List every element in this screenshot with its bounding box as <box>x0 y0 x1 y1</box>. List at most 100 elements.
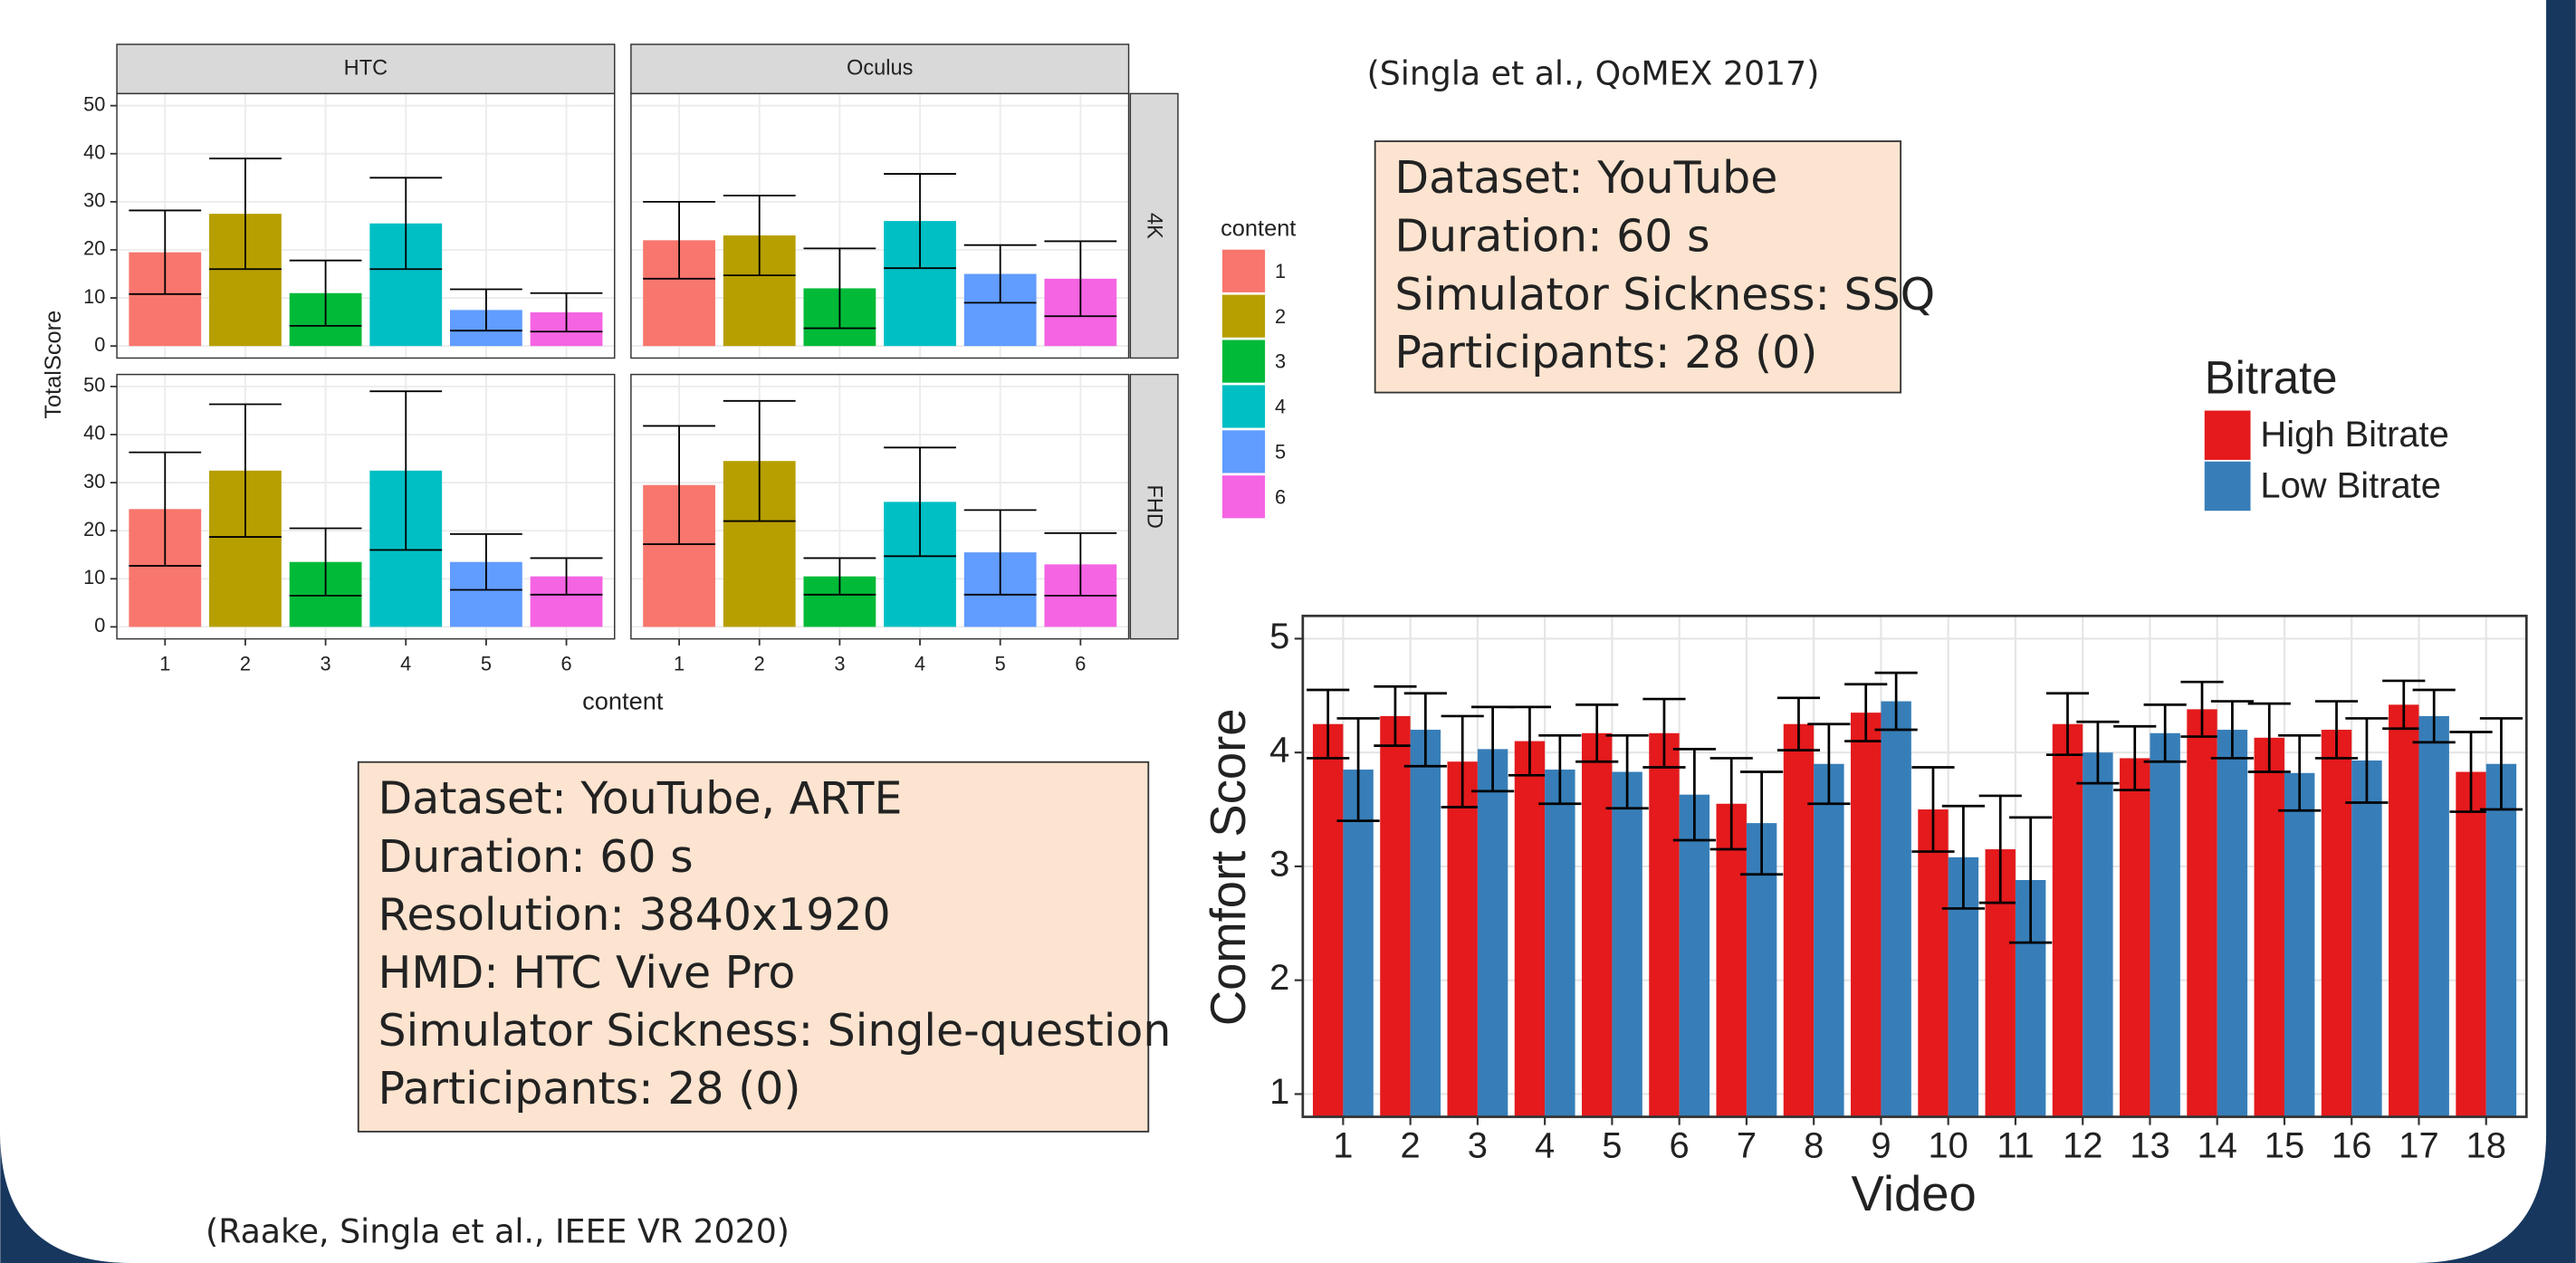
bar <box>1918 809 1949 1117</box>
info-line: Simulator Sickness: Single-question <box>378 1005 1172 1057</box>
x-tick-label: 3 <box>321 652 331 675</box>
x-tick-label: 2 <box>754 652 765 675</box>
x-tick-label: 6 <box>1670 1126 1690 1166</box>
strip-label: 4K <box>1144 213 1167 239</box>
info-box <box>1374 140 1902 394</box>
y-tick-label: 10 <box>83 566 105 588</box>
legend-swatch <box>1221 294 1266 338</box>
info-line: Duration: 60 s <box>378 831 694 883</box>
x-axis-label: Video <box>1852 1166 1977 1221</box>
bar <box>1581 732 1613 1117</box>
x-tick-label: 18 <box>2466 1126 2506 1166</box>
bar <box>1679 794 1710 1117</box>
y-tick-label: 0 <box>94 614 105 636</box>
y-tick-label: 4 <box>1269 731 1289 770</box>
y-tick-label: 10 <box>83 285 105 308</box>
frame-corner <box>0 1133 132 1263</box>
x-tick-label: 4 <box>1535 1126 1555 1166</box>
y-axis-label: Comfort Score <box>1201 708 1256 1026</box>
x-tick-label: 11 <box>1997 1126 2034 1166</box>
info-line: Duration: 60 s <box>1394 210 1709 262</box>
y-tick-label: 3 <box>1269 844 1289 884</box>
strip <box>1129 373 1179 640</box>
x-tick-label: 2 <box>1401 1126 1421 1166</box>
legend-label: 1 <box>1275 260 1286 282</box>
legend-title: Bitrate <box>2205 351 2338 403</box>
legend-swatch <box>2204 461 2251 512</box>
legend-swatch <box>1221 385 1266 428</box>
x-tick-label: 5 <box>995 652 1006 675</box>
x-tick-label: 3 <box>1468 1126 1488 1166</box>
bar <box>2389 704 2419 1117</box>
bar <box>1716 803 1747 1117</box>
info-line: HMD: HTC Vive Pro <box>378 947 796 999</box>
citation: (Singla et al., QoMEX 2017) <box>1367 53 1820 92</box>
bar <box>2254 737 2284 1117</box>
panel-border <box>630 373 1130 640</box>
x-axis-label: content <box>582 687 664 715</box>
legend-label: 6 <box>1275 485 1286 508</box>
panel-border <box>116 373 616 640</box>
bar <box>1649 732 1680 1117</box>
bar <box>2052 723 2083 1117</box>
x-tick-label: 4 <box>915 652 925 675</box>
bar <box>2485 763 2517 1117</box>
bar <box>2120 758 2150 1117</box>
x-tick-label: 7 <box>1737 1126 1757 1166</box>
bar <box>1312 723 1344 1117</box>
y-tick-label: 30 <box>83 470 105 493</box>
bar <box>2150 732 2180 1117</box>
info-line: Simulator Sickness: SSQ <box>1394 269 1935 321</box>
x-tick-label: 6 <box>560 652 571 675</box>
citation: (Raake, Singla et al., IEEE VR 2020) <box>206 1211 790 1250</box>
bar <box>1545 770 1575 1117</box>
x-tick-label: 1 <box>1333 1126 1353 1166</box>
bar <box>1410 730 1441 1117</box>
x-tick-label: 2 <box>240 652 251 675</box>
bar <box>2284 772 2315 1117</box>
strip-label: FHD <box>1144 484 1167 528</box>
strip <box>1129 92 1179 359</box>
y-tick-label: 40 <box>83 422 105 445</box>
x-tick-label: 1 <box>674 652 685 675</box>
bar <box>1514 741 1546 1117</box>
y-tick-label: 20 <box>83 518 105 541</box>
info-line: Resolution: 3840x1920 <box>378 889 891 941</box>
info-line: Participants: 28 (0) <box>1394 327 1817 378</box>
bar <box>1851 713 1882 1117</box>
x-tick-label: 1 <box>159 652 170 675</box>
x-tick-label: 15 <box>2265 1126 2304 1166</box>
bar <box>1343 770 1374 1117</box>
strip <box>630 43 1130 95</box>
x-tick-label: 9 <box>1871 1126 1891 1166</box>
panel-border <box>630 92 1130 359</box>
y-tick-label: 20 <box>83 237 105 260</box>
bar <box>2418 715 2449 1117</box>
panel-border <box>1301 614 2528 1118</box>
bar <box>1447 761 1478 1117</box>
strip <box>116 43 616 95</box>
bar <box>1612 771 1642 1117</box>
y-tick-label: 50 <box>83 374 105 397</box>
x-tick-label: 6 <box>1075 652 1086 675</box>
y-tick-label: 40 <box>83 141 105 164</box>
bar <box>2321 730 2352 1117</box>
legend-swatch <box>1221 430 1266 474</box>
y-axis-label: TotalScore <box>41 311 66 419</box>
panel-border <box>116 92 616 359</box>
legend-swatch <box>1221 249 1266 292</box>
x-tick-label: 16 <box>2332 1126 2371 1166</box>
x-tick-label: 13 <box>2130 1126 2169 1166</box>
legend-label: 3 <box>1275 350 1286 373</box>
bar <box>1814 763 1844 1117</box>
bar <box>1380 715 1411 1117</box>
x-tick-label: 12 <box>2063 1126 2102 1166</box>
bar <box>1783 723 1815 1117</box>
y-tick-label: 1 <box>1269 1072 1289 1112</box>
bar <box>2187 709 2217 1117</box>
strip-label: Oculus <box>847 55 913 79</box>
legend-label: 4 <box>1275 396 1286 418</box>
bar <box>2217 730 2248 1117</box>
